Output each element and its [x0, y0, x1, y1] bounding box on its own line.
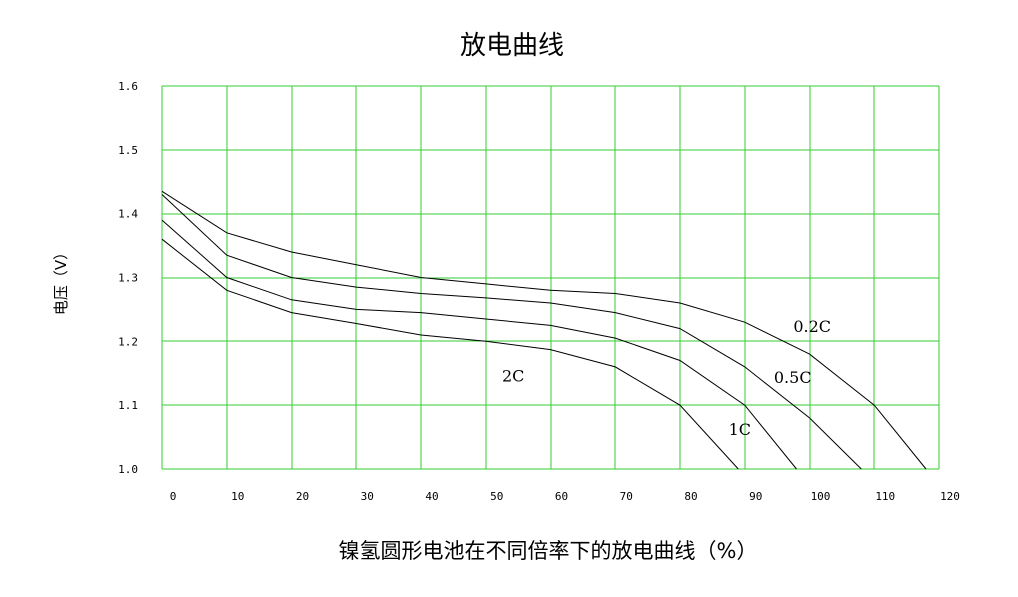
- y-tick-label: 1.1: [118, 399, 138, 412]
- chart-title: 放电曲线: [460, 31, 564, 61]
- x-tick-label: 30: [361, 490, 374, 503]
- series-line-0_5C: [161, 194, 862, 470]
- series-line-2C: [161, 238, 739, 470]
- x-tick-label: 10: [231, 490, 244, 503]
- x-tick-label: 80: [684, 490, 697, 503]
- x-tick-label: 40: [425, 490, 438, 503]
- y-tick-label: 1.0: [118, 463, 138, 476]
- x-tick-label: 110: [875, 490, 895, 503]
- y-tick-labels: 1.0 1.1 1.2 1.3 1.4 1.5 1.6: [118, 80, 138, 476]
- x-tick-label: 70: [620, 490, 633, 503]
- y-tick-label: 1.6: [118, 80, 138, 93]
- x-tick-labels: 0 10 20 30 40 50 60 70 80 90 100 110 120: [170, 490, 960, 503]
- x-axis-label: 镍氢圆形电池在不同倍率下的放电曲线（%）: [339, 539, 758, 563]
- series-label: 0.2C: [793, 317, 831, 336]
- y-tick-label: 1.4: [118, 208, 138, 221]
- y-tick-label: 1.2: [118, 335, 138, 348]
- x-tick-label: 120: [940, 490, 960, 503]
- series-label: 0.5C: [774, 368, 812, 387]
- series-labels: 0.2C 0.5C 1C 2C: [502, 317, 831, 439]
- x-tick-label: 90: [749, 490, 762, 503]
- y-tick-label: 1.3: [118, 272, 138, 285]
- x-tick-label: 20: [296, 490, 309, 503]
- x-tick-label: 0: [170, 490, 177, 503]
- x-tick-label: 50: [490, 490, 503, 503]
- curves: [161, 190, 927, 470]
- series-label: 2C: [502, 367, 524, 386]
- series-label: 1C: [729, 420, 751, 439]
- series-line-1C: [161, 219, 797, 470]
- x-tick-label: 60: [555, 490, 568, 503]
- grid: [161, 85, 940, 470]
- series-line-0_2C: [161, 190, 927, 470]
- y-tick-label: 1.5: [118, 144, 138, 157]
- x-tick-label: 100: [811, 490, 831, 503]
- y-axis-label: 电压（V）: [52, 245, 70, 315]
